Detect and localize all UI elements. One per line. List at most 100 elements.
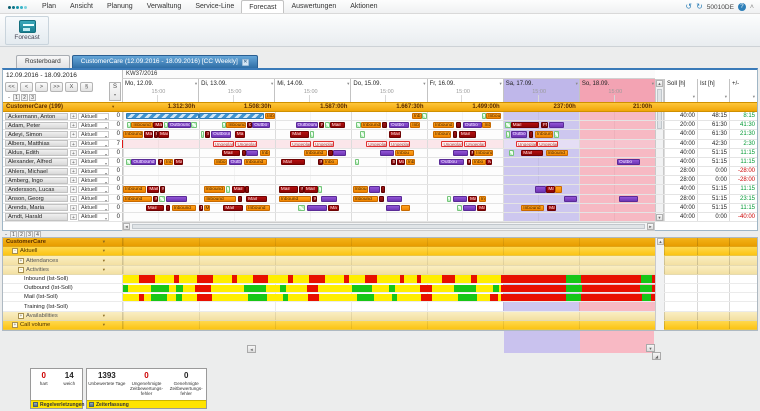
shift-segment-fm[interactable] — [237, 195, 243, 202]
shift-segment-mail[interactable]: Mail — [510, 122, 540, 129]
scrollbar-thumb[interactable] — [132, 224, 645, 229]
shift-segment-hg[interactable] — [360, 131, 365, 138]
day-cell[interactable] — [199, 176, 275, 185]
shift-segment-in[interactable]: Inbound — [433, 122, 454, 129]
help-icon[interactable]: ? — [737, 3, 746, 11]
menu-item-planung[interactable]: Planung — [106, 3, 133, 10]
day-cell[interactable] — [427, 112, 503, 121]
shift-segment-in[interactable]: Inbound — [203, 186, 225, 193]
employee-name[interactable]: Ackermann, Anton — [5, 112, 68, 120]
shift-segment-in[interactable]: Inb — [410, 122, 421, 129]
day-cell[interactable] — [579, 212, 655, 222]
shift-segment-fm[interactable]: M — [318, 158, 323, 166]
shift-segment-hg[interactable] — [164, 122, 168, 129]
shift-segment-out[interactable] — [332, 149, 347, 156]
shift-segment-in[interactable]: Inbo — [322, 158, 339, 166]
filter-icon[interactable]: ▾ — [724, 94, 727, 99]
shift-segment-out[interactable]: Outbo — [462, 122, 482, 129]
resize-grip-icon[interactable]: ◢ — [652, 352, 661, 360]
shift-segment-hg[interactable] — [553, 131, 560, 138]
shift-segment-hg[interactable] — [221, 122, 227, 129]
shift-segment-out[interactable]: Outbound — [295, 122, 319, 129]
shift-segment-hg[interactable] — [191, 122, 197, 129]
shift-segment-fm[interactable]: M — [466, 158, 472, 166]
shift-segment-in[interactable]: Inb — [164, 158, 174, 166]
shift-segment-mail[interactable]: Mail — [521, 149, 543, 156]
shift-segment-hg[interactable] — [481, 113, 487, 120]
shift-segment-hg[interactable] — [318, 186, 323, 193]
shift-segment-out[interactable] — [379, 149, 394, 156]
filter-icon[interactable]: ▾ — [102, 248, 105, 254]
shift-segment-hg[interactable] — [509, 149, 514, 156]
day-cell[interactable] — [351, 167, 427, 176]
shift-segment-in[interactable]: Inbou — [486, 113, 502, 120]
column-header-ist[interactable]: Ist [h] ▾ — [697, 79, 729, 102]
shift-segment-in[interactable]: Inbound — [226, 122, 247, 129]
expand-employee-icon[interactable]: + — [70, 149, 77, 157]
shift-segment-in[interactable]: Inbound — [534, 131, 554, 138]
shift-segment-fm[interactable]: M — [160, 186, 165, 193]
shift-segment-mail[interactable]: Mail — [303, 186, 318, 193]
shift-segment-fm[interactable]: FM — [157, 158, 164, 166]
shift-segment-out[interactable] — [320, 195, 338, 202]
employee-name[interactable]: Arends, Maria — [5, 204, 68, 212]
shift-segment-hg[interactable] — [309, 131, 314, 138]
schedule-state-dropdown[interactable]: Aktuell ▾ — [78, 204, 109, 212]
shift-segment-fm[interactable] — [241, 149, 247, 156]
shift-segment-fm[interactable]: Ou — [246, 122, 253, 129]
shift-segment-fm[interactable]: M — [199, 204, 203, 211]
day-cell[interactable] — [123, 167, 199, 176]
day-header-4[interactable]: Fr, 16.09. 15:00 ▾ — [426, 79, 503, 102]
shift-segment-fm[interactable]: F — [154, 131, 158, 138]
day-cell[interactable] — [427, 167, 503, 176]
shift-segment-mail[interactable]: Ma — [234, 131, 245, 138]
shift-segment-ung[interactable]: Ungeplant — [515, 140, 538, 147]
day-cell[interactable] — [275, 112, 351, 121]
shift-segment-mail[interactable]: Ma — [477, 204, 487, 211]
expand-employee-icon[interactable]: + — [70, 195, 77, 203]
scroll-up-icon[interactable]: ▲ — [656, 80, 663, 87]
schedule-state-dropdown[interactable]: Aktuell ▾ — [78, 158, 109, 166]
shift-segment-in[interactable]: Inbou — [352, 186, 368, 193]
shift-segment-out[interactable] — [463, 204, 476, 211]
roster-horizontal-scrollbar[interactable]: ◄ ► — [122, 222, 655, 231]
shift-segment-in[interactable]: Inbound — [474, 149, 494, 156]
shift-segment-hg[interactable] — [226, 186, 231, 193]
day-cell[interactable] — [579, 112, 655, 121]
shift-segment-in[interactable]: Inbound — [545, 149, 569, 156]
column-header-diff[interactable]: +/- ▾ — [729, 79, 757, 102]
shift-segment-in[interactable]: Inbound — [204, 195, 237, 202]
day-cell[interactable] — [503, 212, 579, 222]
group-label[interactable]: CustomerCare (199) — [6, 104, 64, 110]
shift-segment-fm[interactable] — [165, 204, 171, 211]
shift-segment-in[interactable]: Inbound — [433, 131, 452, 138]
expand-employee-icon[interactable]: + — [70, 131, 77, 138]
shift-segment-ung[interactable]: Ungeplant — [212, 140, 234, 147]
shift-segment-in[interactable]: Inb — [265, 113, 275, 120]
scroll-left-icon[interactable]: ◄ — [247, 345, 256, 353]
day-cell[interactable] — [351, 212, 427, 222]
expand-employee-icon[interactable]: + — [70, 140, 77, 148]
employee-name[interactable]: Anson, Georg — [5, 195, 68, 203]
nav-button-[interactable]: < — [20, 82, 33, 92]
filter-icon[interactable]: ▾ — [102, 257, 105, 263]
shift-segment-mail[interactable]: Mail — [145, 204, 165, 211]
employee-name[interactable]: Aldus, Edith — [5, 149, 68, 157]
filter-icon[interactable]: ▾ — [575, 81, 578, 86]
scroll-left-icon[interactable]: ◄ — [123, 223, 130, 230]
shift-segment-hg[interactable] — [446, 195, 452, 202]
schedule-state-dropdown[interactable]: Aktuell ▾ — [78, 185, 109, 194]
expand-employee-icon[interactable]: + — [70, 113, 77, 120]
shift-segment-out[interactable] — [452, 195, 467, 202]
expand-employee-icon[interactable]: + — [70, 204, 77, 212]
level-button-3[interactable]: 3 — [29, 94, 36, 101]
shift-segment-mail[interactable]: Mail — [153, 122, 164, 129]
shift-segment-out[interactable] — [618, 195, 639, 202]
shift-segment-fm[interactable] — [328, 149, 333, 156]
analysis-row-label[interactable]: - Activities ▾ — [3, 266, 120, 274]
shift-segment-in[interactable]: Inbound — [303, 149, 327, 156]
shift-segment-in[interactable]: Inbound — [521, 204, 545, 211]
expand-employee-icon[interactable]: + — [70, 177, 77, 184]
shift-segment-fm[interactable]: M — [153, 195, 158, 202]
filter-icon[interactable]: ▾ — [651, 81, 654, 86]
